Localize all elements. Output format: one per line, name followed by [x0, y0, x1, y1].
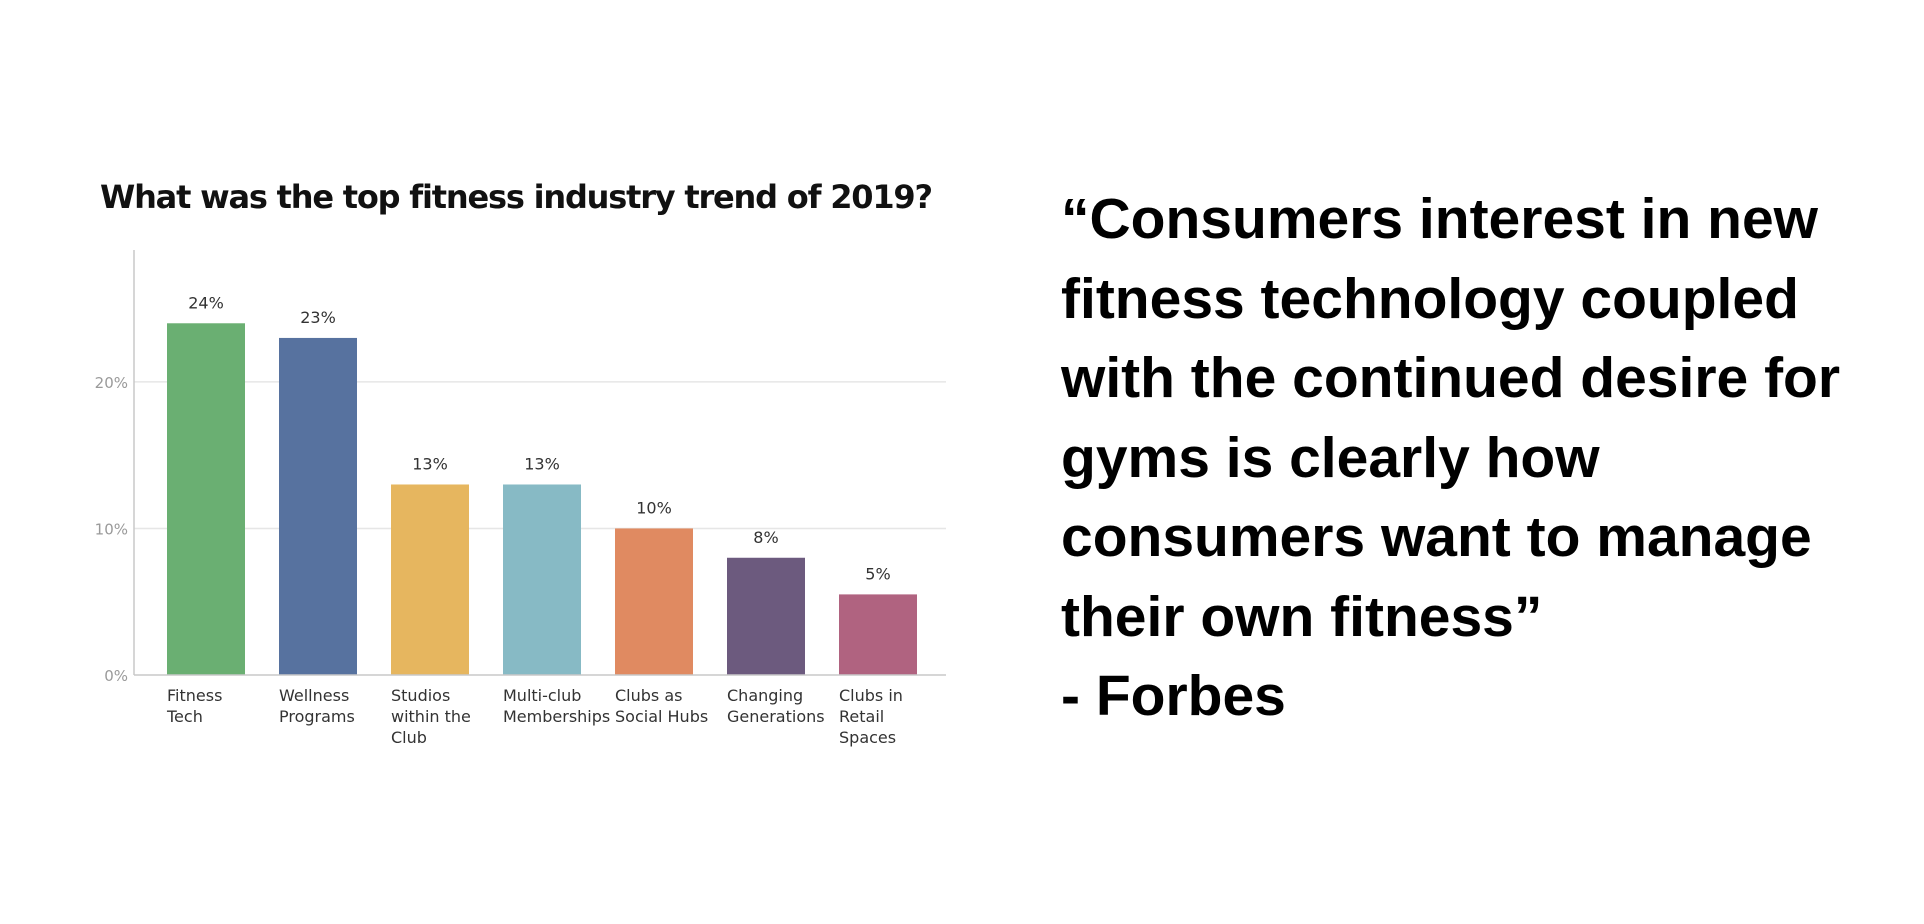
y-tick-label: 0% — [104, 667, 128, 685]
bar-value-label: 10% — [636, 498, 672, 517]
y-tick-label: 20% — [95, 374, 128, 392]
x-tick-label-line: Clubs in — [839, 686, 903, 705]
bar-5 — [615, 528, 693, 675]
bar-1 — [167, 323, 245, 675]
forbes-quote: “Consumers interest in new fitness techn… — [1061, 180, 1911, 737]
x-tick-label-line: Club — [391, 728, 427, 747]
chart-title: What was the top fitness industry trend … — [100, 178, 933, 216]
quote-text: “Consumers interest in new fitness techn… — [1061, 187, 1841, 649]
x-tick-label-line: within the — [391, 707, 471, 726]
bar-value-label: 5% — [865, 564, 890, 583]
x-tick-label: Multi-club Memberships — [503, 686, 610, 726]
x-tick-label: Clubs as Social Hubs — [615, 686, 708, 726]
x-tick-label: Wellness Programs — [279, 686, 355, 726]
bar-value-label: 23% — [300, 308, 336, 327]
x-tick-label-line: Generations — [727, 707, 825, 726]
bar-chart: 0% 10% 20% 24% Fitness Tech 23% Wellness Program… — [95, 250, 946, 747]
x-tick-label-line: Social Hubs — [615, 707, 708, 726]
x-tick-label-line: Changing — [727, 686, 803, 705]
bar-4 — [503, 484, 581, 675]
x-tick-label-line: Spaces — [839, 728, 896, 747]
x-tick-label: Studios within the Club — [391, 686, 471, 747]
bar-value-label: 13% — [412, 454, 448, 473]
bar-value-label: 24% — [188, 293, 224, 312]
x-tick-label: Changing Generations — [727, 686, 825, 726]
x-tick-label-line: Studios — [391, 686, 450, 705]
quote-source: - Forbes — [1061, 664, 1286, 728]
bar-value-label: 8% — [753, 528, 778, 547]
x-tick-label: Clubs in Retail Spaces — [839, 686, 903, 747]
x-tick-label-line: Multi-club — [503, 686, 581, 705]
x-tick-label-line: Clubs as — [615, 686, 682, 705]
bar-2 — [279, 337, 357, 675]
x-tick-label-line: Retail — [839, 707, 884, 726]
x-tick-label-line: Tech — [166, 707, 203, 726]
x-tick-label-line: Fitness — [167, 686, 222, 705]
x-tick-label-line: Programs — [279, 707, 355, 726]
bar-3 — [391, 484, 469, 675]
bar-6 — [727, 557, 805, 675]
x-tick-label-line: Memberships — [503, 707, 610, 726]
bar-7 — [839, 594, 917, 675]
y-tick-label: 10% — [95, 520, 128, 538]
x-tick-label-line: Wellness — [279, 686, 349, 705]
bar-value-label: 13% — [524, 454, 560, 473]
x-tick-label: Fitness Tech — [166, 686, 222, 726]
